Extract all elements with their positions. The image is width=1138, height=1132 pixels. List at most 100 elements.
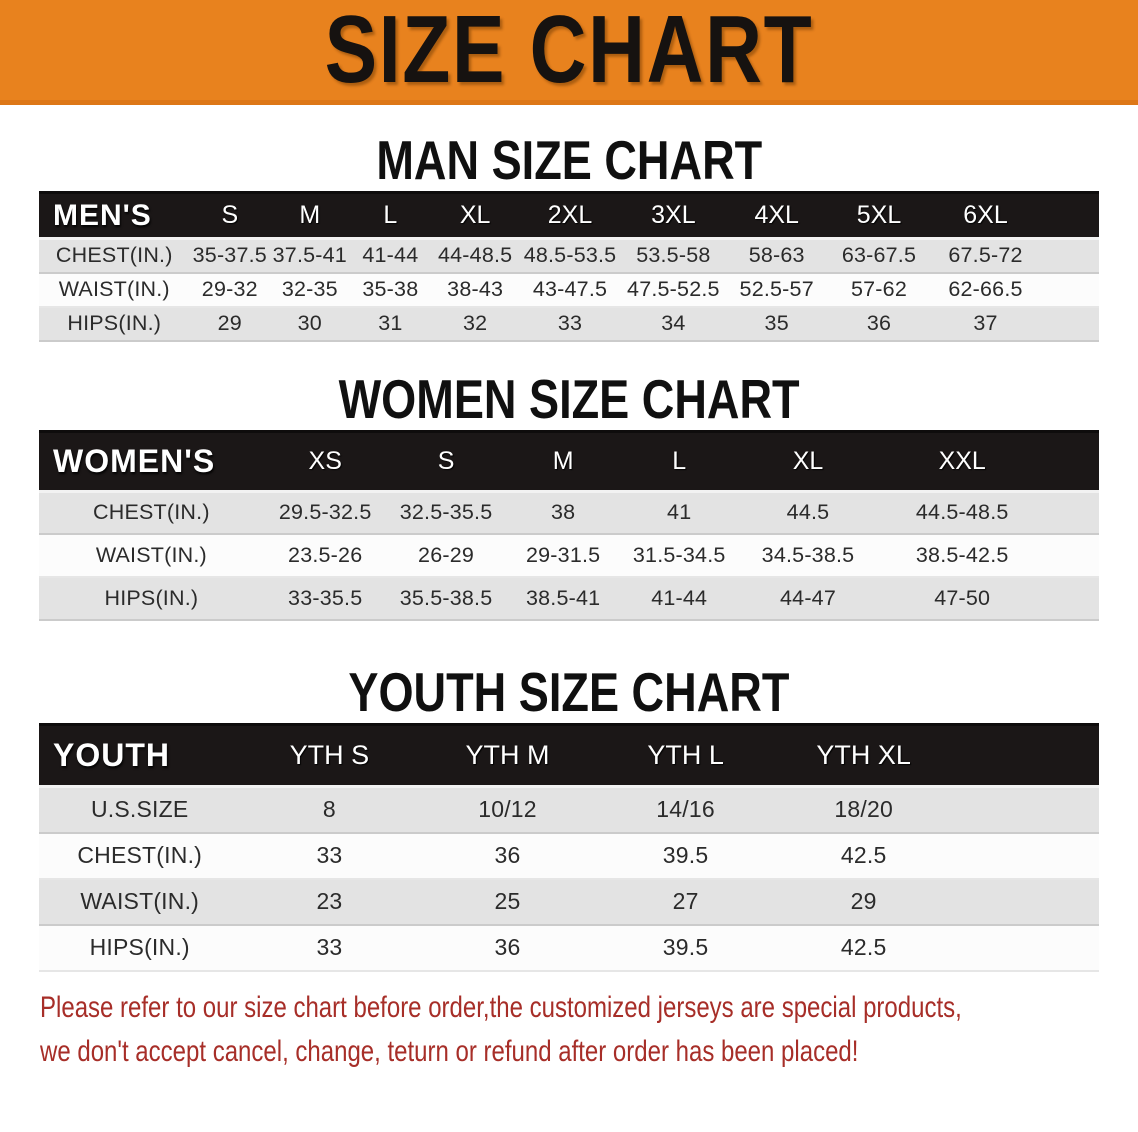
cell-value: 18/20 [774, 786, 953, 834]
youth-hips-row: HIPS(IN.) 33 36 39.5 42.5 [39, 924, 1099, 972]
cell-value: 35 [725, 306, 828, 342]
cell-value: 29 [189, 306, 271, 342]
cell-value: 42.5 [774, 832, 953, 880]
youth-header-row: YOUTH YTH S YTH M YTH L YTH XL [39, 723, 1099, 788]
youth-table-label: YOUTH [39, 723, 241, 788]
youth-col-s: YTH S [240, 723, 419, 788]
banner-title: SIZE CHART [324, 0, 814, 103]
cell-value: 62-66.5 [930, 272, 1041, 308]
cell-value: 58-63 [725, 238, 828, 274]
cell-value: 35-37.5 [189, 238, 271, 274]
cell-value: 34 [620, 306, 726, 342]
cell-value: 27 [596, 878, 775, 926]
youth-waist-row: WAIST(IN.) 23 25 27 29 [39, 878, 1099, 926]
women-col-xxl: XXL [878, 429, 1046, 493]
cell-value: 29 [774, 878, 953, 926]
cell-value: 67.5-72 [930, 238, 1041, 274]
cell-value: 38-43 [431, 272, 520, 308]
size-chart-banner: SIZE CHART [0, 0, 1138, 105]
cell-value: 47-50 [878, 577, 1046, 621]
spacer-cell [1040, 306, 1099, 342]
men-waist-row: WAIST(IN.) 29-32 32-35 35-38 38-43 43-47… [39, 272, 1099, 308]
cell-value: 33 [240, 924, 419, 972]
cell-value: 41-44 [620, 577, 738, 621]
women-table-label: WOMEN'S [39, 429, 264, 493]
cell-value: 23.5-26 [263, 534, 387, 578]
men-col-6xl: 6XL [930, 191, 1041, 240]
cell-value: 29-32 [189, 272, 271, 308]
men-col-2xl: 2XL [519, 191, 621, 240]
spacer-cell [952, 832, 1099, 880]
cell-value: 32.5-35.5 [386, 491, 506, 535]
cell-value: 8 [240, 786, 419, 834]
cell-value: 63-67.5 [827, 238, 931, 274]
cell-value: 36 [418, 924, 597, 972]
row-label: U.S.SIZE [39, 786, 241, 834]
row-label: HIPS(IN.) [39, 577, 264, 621]
men-col-4xl: 4XL [725, 191, 828, 240]
men-section-title: MAN SIZE CHART [0, 129, 1138, 191]
women-section-title-text: WOMEN SIZE CHART [338, 367, 800, 430]
cell-value: 32-35 [270, 272, 350, 308]
cell-value: 41-44 [349, 238, 432, 274]
row-label: WAIST(IN.) [39, 272, 190, 308]
spacer-cell [1040, 272, 1099, 308]
cell-value: 44.5 [737, 491, 879, 535]
cell-value: 25 [418, 878, 597, 926]
cell-value: 52.5-57 [725, 272, 828, 308]
spacer-cell [1045, 429, 1099, 493]
cell-value: 29.5-32.5 [263, 491, 387, 535]
cell-value: 31 [349, 306, 432, 342]
row-label: WAIST(IN.) [39, 878, 241, 926]
youth-section-title: YOUTH SIZE CHART [0, 661, 1138, 723]
disclaimer-note: Please refer to our size chart before or… [40, 986, 1138, 1074]
youth-col-l: YTH L [596, 723, 775, 788]
row-label: CHEST(IN.) [39, 832, 241, 880]
youth-chest-row: CHEST(IN.) 33 36 39.5 42.5 [39, 832, 1099, 880]
cell-value: 33-35.5 [263, 577, 387, 621]
cell-value: 33 [519, 306, 621, 342]
men-section-title-text: MAN SIZE CHART [376, 129, 762, 191]
row-label: CHEST(IN.) [39, 491, 264, 535]
men-size-table: MEN'S S M L XL 2XL 3XL 4XL 5XL 6XL CHEST… [39, 191, 1099, 342]
men-col-3xl: 3XL [620, 191, 726, 240]
spacer-cell [1045, 577, 1099, 621]
men-table-label: MEN'S [39, 191, 190, 240]
spacer-cell [1045, 491, 1099, 535]
cell-value: 44.5-48.5 [878, 491, 1046, 535]
women-section-title: WOMEN SIZE CHART [0, 368, 1138, 430]
women-size-table: WOMEN'S XS S M L XL XXL CHEST(IN.) 29.5-… [39, 429, 1099, 621]
cell-value: 23 [240, 878, 419, 926]
women-header-row: WOMEN'S XS S M L XL XXL [39, 429, 1099, 493]
cell-value: 35-38 [349, 272, 432, 308]
women-chest-row: CHEST(IN.) 29.5-32.5 32.5-35.5 38 41 44.… [39, 491, 1099, 535]
row-label: CHEST(IN.) [39, 238, 190, 274]
youth-col-m: YTH M [418, 723, 597, 788]
cell-value: 38.5-42.5 [878, 534, 1046, 578]
spacer-cell [1045, 534, 1099, 578]
spacer-cell [952, 786, 1099, 834]
men-chest-row: CHEST(IN.) 35-37.5 37.5-41 41-44 44-48.5… [39, 238, 1099, 274]
women-waist-row: WAIST(IN.) 23.5-26 26-29 29-31.5 31.5-34… [39, 534, 1099, 578]
women-col-xs: XS [263, 429, 387, 493]
row-label: HIPS(IN.) [39, 306, 190, 342]
cell-value: 32 [431, 306, 520, 342]
cell-value: 44-48.5 [431, 238, 520, 274]
cell-value: 41 [620, 491, 738, 535]
cell-value: 36 [418, 832, 597, 880]
cell-value: 36 [827, 306, 931, 342]
spacer-cell [1040, 191, 1099, 240]
cell-value: 43-47.5 [519, 272, 621, 308]
row-label: HIPS(IN.) [39, 924, 241, 972]
men-col-5xl: 5XL [827, 191, 931, 240]
cell-value: 39.5 [596, 924, 775, 972]
cell-value: 26-29 [386, 534, 506, 578]
cell-value: 47.5-52.5 [620, 272, 726, 308]
youth-col-xl: YTH XL [774, 723, 953, 788]
men-col-s: S [189, 191, 271, 240]
spacer-cell [952, 924, 1099, 972]
cell-value: 31.5-34.5 [620, 534, 738, 578]
women-col-xl: XL [737, 429, 879, 493]
cell-value: 34.5-38.5 [737, 534, 879, 578]
women-col-m: M [505, 429, 621, 493]
